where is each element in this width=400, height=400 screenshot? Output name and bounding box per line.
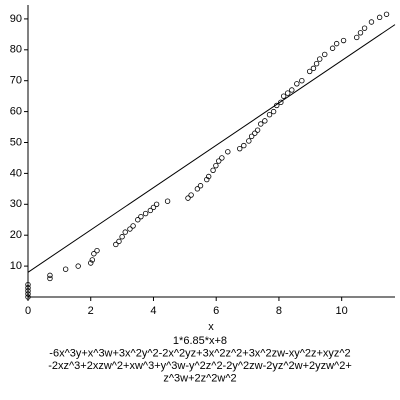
point [25,288,31,294]
point [188,192,194,198]
y-tick-label: 10 [10,260,22,272]
point [127,226,133,232]
point [254,127,261,133]
point [376,14,383,21]
x-tick-label: 2 [88,305,94,317]
point [241,142,247,149]
point [248,133,255,140]
point [164,198,171,204]
point [194,186,201,192]
point [285,90,291,96]
point [113,241,119,248]
y-tick-label: 70 [10,75,22,87]
point [361,25,368,31]
x-tick-label: 0 [25,305,31,317]
point [278,99,284,106]
caption: -2xz^3+2xzw^2+xw^3+y^3w-y^2z^2-2y^2zw-2y… [48,360,352,372]
point [333,40,340,47]
point [317,56,323,62]
point [47,272,53,279]
point [62,266,69,272]
point [294,81,300,87]
point [205,173,212,180]
point [89,257,96,263]
point [329,45,336,51]
point [25,291,31,297]
point [252,130,258,136]
x-tick-label: 6 [213,305,219,317]
point [130,223,136,229]
point [262,118,268,124]
point [368,19,375,25]
point [289,87,295,93]
y-tick-label: 80 [10,44,22,56]
point [47,275,53,282]
point [119,234,125,240]
point [246,138,252,144]
point [197,183,204,189]
point [150,204,157,211]
point [354,34,360,41]
point [310,65,317,72]
y-tick-label: 90 [10,13,22,25]
point [237,145,243,152]
point [266,111,273,118]
caption: 1*6.85*x+8 [173,335,227,347]
point [213,162,219,169]
point [153,201,160,208]
point [25,294,31,300]
point [122,229,128,235]
point [357,30,364,36]
y-tick-label: 50 [10,136,22,148]
point [147,207,154,214]
point [225,149,231,155]
point [322,51,328,58]
y-tick-label: 30 [10,198,22,210]
point [25,285,31,291]
point [306,68,313,75]
y-tick-label: 40 [10,167,22,179]
x-axis-label: x [208,321,214,333]
point [313,61,320,67]
point [280,93,287,99]
fit-line [27,24,396,273]
point [185,195,191,201]
caption: -6x^3y+x^3w+3x^2y^2-2x^2yz+3x^2z^2+3x^2z… [49,347,350,359]
caption: z^3w+2z^2w^2 [163,372,236,384]
point [88,260,94,266]
point [135,217,141,223]
point [258,121,264,127]
point [383,11,390,17]
y-tick-label: 20 [10,229,22,241]
point [299,78,305,84]
point [116,238,122,245]
point [210,167,216,174]
point [91,251,97,257]
point [75,263,81,269]
point [142,210,149,217]
point [270,108,277,115]
point [216,158,222,164]
point [340,37,347,44]
point [138,213,144,220]
point [94,247,100,254]
y-tick-label: 60 [10,106,22,118]
point [274,102,280,109]
point [25,281,31,288]
x-tick-label: 10 [336,305,348,317]
x-tick-label: 4 [150,305,156,317]
x-tick-label: 8 [276,305,282,317]
point [219,155,225,161]
